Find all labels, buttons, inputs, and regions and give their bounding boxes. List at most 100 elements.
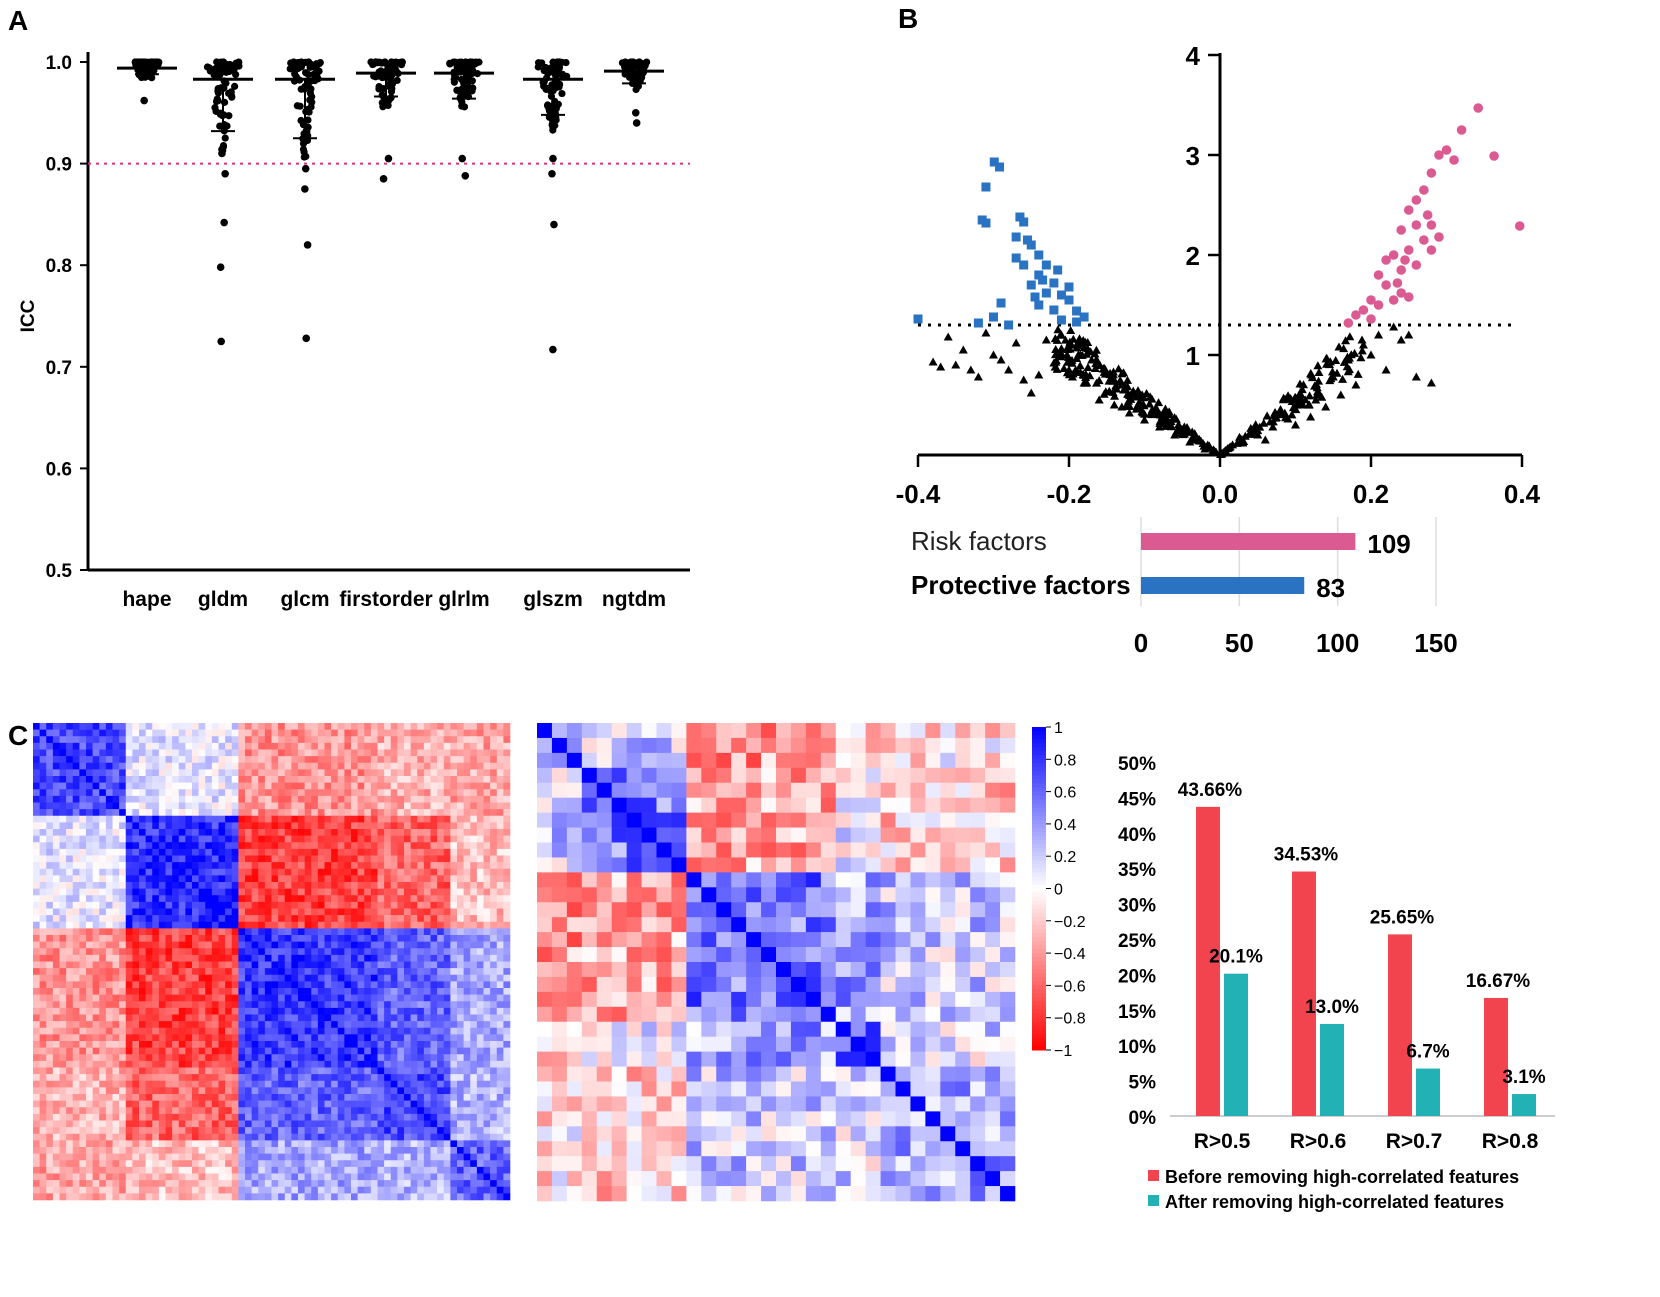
heatmap-cell [430,928,438,936]
heatmap-cell [423,901,431,909]
heatmap-cell [483,1047,491,1055]
heatmap-cell [231,981,239,989]
heatmap-cell [185,822,193,830]
heatmap-cell [483,742,491,750]
heatmap-cell [258,848,266,856]
heatmap-cell [258,974,266,982]
heatmap-cell [172,1021,180,1029]
heatmap-cell [72,795,80,803]
heatmap-cell [417,961,425,969]
nonsignificant-point [973,372,983,381]
heatmap-cell [271,848,279,856]
heatmap-cell [351,1034,358,1042]
heatmap-cell [264,776,272,783]
heatmap-cell [192,941,199,949]
heatmap-cell [450,935,458,942]
heatmap-cell [284,723,292,730]
heatmap-cell [397,961,405,969]
heatmap-cell [370,1047,378,1055]
heatmap-cell [72,988,80,995]
heatmap-cell [463,756,471,764]
heatmap-cell [225,1021,233,1029]
heatmap-cell [397,815,405,823]
heatmap-cell [490,723,498,730]
heatmap-cell [218,756,226,764]
heatmap-cell [278,855,286,863]
heatmap-cell [59,948,67,956]
heatmap-cell [231,1054,239,1062]
heatmap-cell [145,723,153,730]
heatmap-cell [450,968,458,976]
risk-factor-point [1473,103,1484,113]
icc-point [553,58,561,67]
heatmap-cell [165,974,173,982]
heatmap-cell [145,875,153,883]
heatmap-cell [483,994,491,1002]
heatmap-cell [231,855,239,863]
heatmap-cell [119,842,127,850]
heatmap-cell [33,981,40,989]
heatmap-cell [66,921,74,929]
heatmap-cell [66,1027,74,1035]
heatmap-cell [218,855,226,863]
heatmap-cell [404,988,411,995]
heatmap-cell [483,868,491,876]
heatmap-cell [258,948,266,956]
heatmap-cell [404,1001,411,1009]
heatmap-cell [390,756,398,764]
heatmap-cell [52,1001,60,1009]
heatmap-cell [443,1007,451,1015]
heatmap-cell [417,1007,425,1015]
heatmap-cell [463,762,471,770]
heatmap-cell [457,855,464,863]
heatmap-cell [298,729,305,737]
heatmap-cell [476,809,484,817]
heatmap-cell [377,795,385,803]
heatmap-cell [291,855,299,863]
heatmap-cell [503,762,511,770]
protective-factor-point [1079,312,1089,322]
nonsignificant-point [1099,367,1109,376]
heatmap-cell [245,1007,252,1015]
heatmap-cell [410,1041,418,1048]
heatmap-cell [66,756,74,764]
heatmap-cell [172,776,180,783]
heatmap-cell [99,809,107,817]
heatmap-cell [225,968,233,976]
heatmap-cell [317,848,325,856]
protective-factor-point [1056,315,1066,325]
heatmap-cell [317,901,325,909]
icc-point [155,58,163,66]
nonsignificant-point [1315,390,1325,399]
heatmap-cell [145,981,153,989]
heatmap-cell [205,882,213,889]
heatmap-cell [450,822,458,830]
heatmap-cell [165,749,173,757]
heatmap-cell [211,961,219,969]
heatmap-cell [125,842,133,850]
heatmap-cell [351,1021,358,1029]
heatmap-cell [443,1001,451,1009]
heatmap-cell [152,822,160,830]
heatmap-cell [298,776,305,783]
heatmap-cell [496,901,504,909]
heatmap-cell [337,1021,345,1029]
heatmap-cell [457,941,464,949]
heatmap-cell [119,981,127,989]
icc-point [450,78,459,86]
heatmap-cell [430,1054,438,1062]
heatmap-cell [430,782,438,790]
heatmap-cell [457,729,464,737]
heatmap-cell [192,855,199,863]
heatmap-cell [198,1054,206,1062]
heatmap-cell [165,795,173,803]
heatmap-cell [92,994,100,1002]
heatmap-cell [33,1080,40,1088]
heatmap-cell [66,908,74,916]
heatmap-cell [112,915,120,923]
heatmap-cell [165,1067,173,1075]
heatmap-cell [158,882,166,889]
heatmap-cell [344,835,352,843]
heatmap-cell [72,862,80,870]
